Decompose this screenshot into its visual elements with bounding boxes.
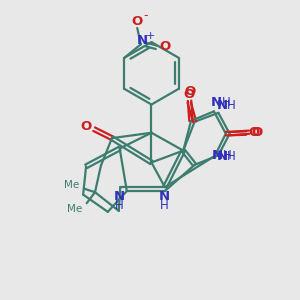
Text: O: O <box>80 120 92 133</box>
Text: O: O <box>159 40 170 53</box>
Text: N: N <box>114 190 125 202</box>
Text: H: H <box>227 150 236 163</box>
Text: Me: Me <box>67 204 83 214</box>
Text: O: O <box>184 85 196 98</box>
Text: H: H <box>227 99 236 112</box>
Text: N: N <box>137 34 148 47</box>
Text: O: O <box>184 88 195 100</box>
Text: O: O <box>132 15 143 28</box>
Text: H: H <box>223 149 232 162</box>
Text: H: H <box>115 199 124 212</box>
Text: O: O <box>252 126 263 139</box>
Text: N: N <box>216 99 227 112</box>
Text: N: N <box>212 149 223 162</box>
Text: -: - <box>143 9 148 22</box>
Text: +: + <box>146 31 155 41</box>
Text: N: N <box>159 190 170 202</box>
Text: O: O <box>249 126 260 139</box>
Text: H: H <box>160 199 169 212</box>
Text: H: H <box>222 96 231 109</box>
Text: N: N <box>216 150 227 163</box>
Text: Me: Me <box>64 180 79 190</box>
Text: N: N <box>211 96 222 109</box>
